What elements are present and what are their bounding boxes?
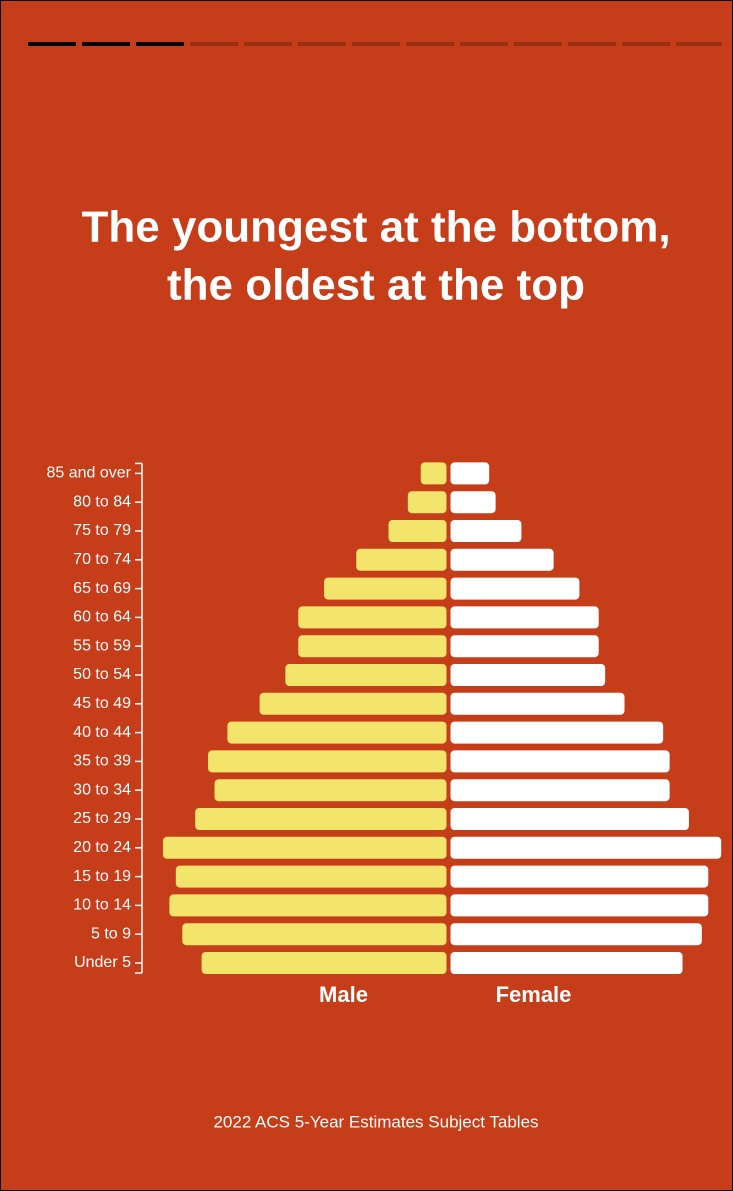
y-tick-label: 55 to 59	[73, 637, 131, 654]
progress-segment	[676, 42, 722, 46]
bar	[285, 664, 447, 686]
progress-segment	[406, 42, 454, 46]
y-tick-label: 40 to 44	[73, 724, 131, 741]
y-tick-label: 20 to 24	[73, 839, 131, 856]
bar	[195, 808, 447, 830]
progress-segment	[136, 42, 184, 46]
progress-segment	[514, 42, 562, 46]
bar	[298, 635, 447, 658]
bar	[450, 779, 670, 802]
source-note: 2022 ACS 5-Year Estimates Subject Tables	[213, 1112, 538, 1131]
bar	[450, 750, 670, 773]
bar	[356, 548, 447, 571]
progress-segment	[352, 42, 400, 46]
y-tick-label: 80 to 84	[73, 493, 131, 510]
y-tick-label: 10 to 14	[73, 897, 131, 914]
y-tick-label: 65 to 69	[73, 580, 131, 597]
y-tick-label: 25 to 29	[73, 810, 131, 827]
bar	[450, 865, 709, 888]
y-tick-label: 35 to 39	[73, 753, 131, 770]
bar	[388, 520, 447, 542]
bar	[450, 923, 702, 946]
bar	[450, 952, 683, 974]
bar	[450, 635, 599, 658]
bar	[450, 894, 709, 917]
bar	[162, 836, 447, 859]
bar	[298, 606, 447, 629]
y-tick-label: 75 to 79	[73, 522, 131, 539]
legend-label: Female	[496, 982, 572, 1007]
bar	[420, 462, 447, 485]
legend-label: Male	[319, 982, 368, 1007]
bar	[450, 664, 606, 686]
bar	[450, 462, 490, 485]
bar	[450, 721, 664, 744]
bar	[407, 491, 447, 514]
bar	[450, 520, 522, 542]
progress-segment	[190, 42, 238, 46]
bar	[450, 491, 496, 514]
progress-segment	[28, 42, 76, 46]
y-tick-label: 50 to 54	[73, 666, 131, 683]
bar	[201, 952, 447, 974]
y-tick-label: Under 5	[74, 954, 131, 971]
bar	[182, 923, 447, 946]
bar	[259, 692, 447, 715]
bar	[175, 865, 447, 888]
bar	[214, 779, 447, 802]
progress-bar	[28, 42, 722, 46]
y-tick-label: 70 to 74	[73, 551, 131, 568]
y-tick-label: 60 to 64	[73, 609, 131, 626]
bar	[450, 577, 580, 600]
bar	[450, 548, 554, 571]
chart-title: The youngest at the bottom,	[81, 203, 670, 252]
progress-segment	[82, 42, 130, 46]
progress-segment	[622, 42, 670, 46]
bar	[208, 750, 447, 773]
progress-segment	[244, 42, 292, 46]
chart-title: the oldest at the top	[167, 261, 585, 310]
progress-segment	[568, 42, 616, 46]
bar	[227, 721, 447, 744]
y-tick-label: 5 to 9	[91, 925, 131, 942]
progress-segment	[460, 42, 508, 46]
y-tick-label: 15 to 19	[73, 868, 131, 885]
bar	[450, 692, 625, 715]
y-tick-label: 85 and over	[46, 465, 131, 482]
bar	[450, 606, 599, 629]
bar	[169, 894, 447, 917]
bar	[450, 808, 689, 830]
bar	[450, 836, 722, 859]
y-tick-label: 30 to 34	[73, 781, 131, 798]
bar	[324, 577, 447, 600]
progress-segment	[298, 42, 346, 46]
y-tick-label: 45 to 49	[73, 695, 131, 712]
